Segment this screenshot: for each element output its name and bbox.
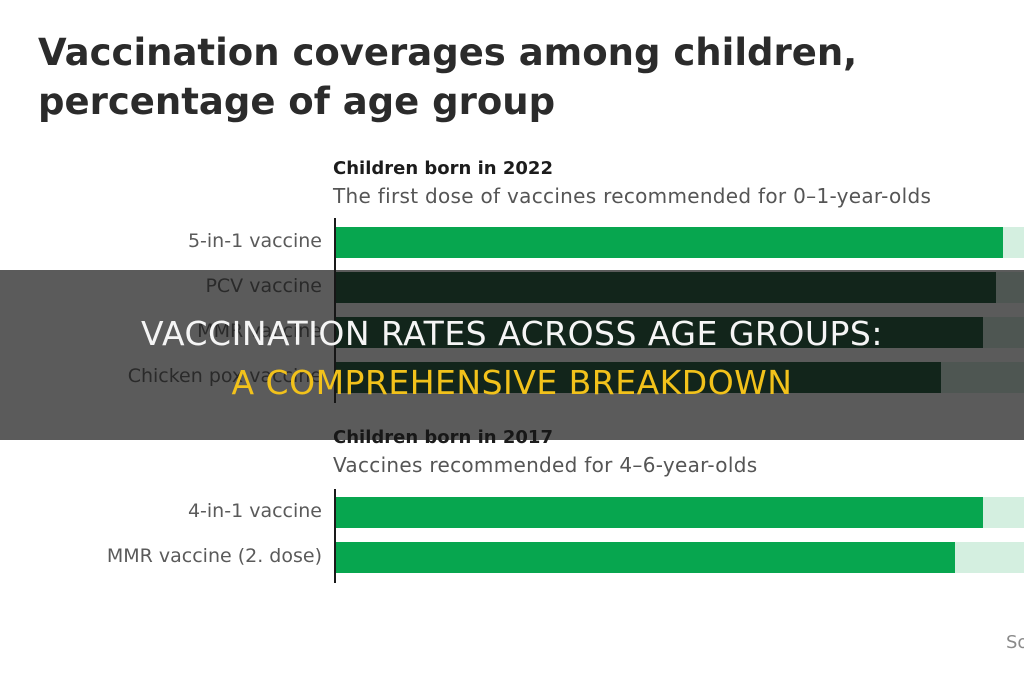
chart-title-line-1: Vaccination coverages among children, xyxy=(38,31,858,74)
bar xyxy=(336,542,956,573)
bar-label: MMR vaccine (2. dose) xyxy=(106,545,322,567)
bar-label: 5-in-1 vaccine xyxy=(187,230,322,252)
headline-line-2: a comprehensive breakdown xyxy=(231,363,793,402)
source-note: So xyxy=(1006,632,1024,653)
group-title: Children born in 2022 xyxy=(333,158,553,179)
group-subtitle: The first dose of vaccines recommended f… xyxy=(333,184,932,208)
headline-line-1: Vaccination rates across age groups: xyxy=(141,314,883,353)
group-subtitle: Vaccines recommended for 4–6-year-olds xyxy=(333,453,758,477)
headline-banner xyxy=(0,270,1024,440)
bar xyxy=(336,497,983,528)
chart-title-line-2: percentage of age group xyxy=(38,80,556,123)
bar xyxy=(336,227,1004,258)
category-axis-line xyxy=(334,489,336,583)
bar-label: 4-in-1 vaccine xyxy=(187,500,322,522)
chart-title: Vaccination coverages among children, pe… xyxy=(38,28,988,126)
